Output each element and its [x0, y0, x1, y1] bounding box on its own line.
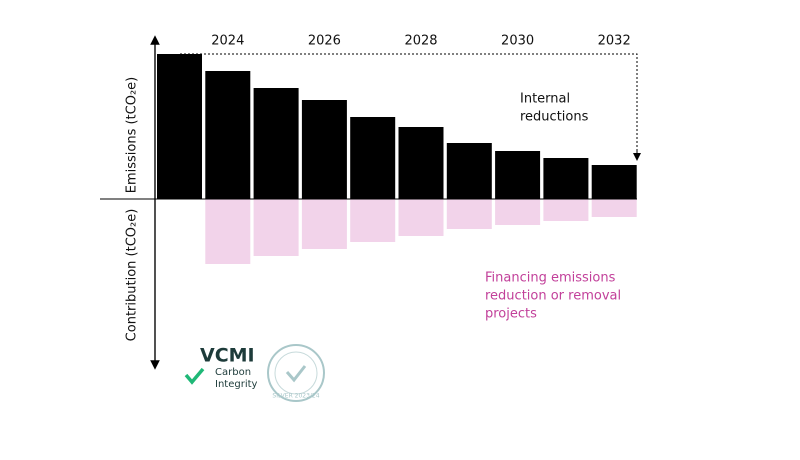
bar: [495, 199, 541, 225]
badge-check: [285, 365, 307, 383]
logo-check: [184, 367, 205, 385]
bar: [301, 100, 347, 199]
x-tick-label: 2032: [598, 34, 631, 49]
bar: [543, 158, 589, 199]
bar: [591, 165, 637, 199]
bar: [253, 199, 299, 256]
logo-name: VCMI: [200, 345, 255, 367]
bar: [446, 143, 492, 199]
annotation: reduction or removal: [485, 289, 621, 304]
x-tick-label: 2030: [501, 34, 534, 49]
badge-ring: [267, 344, 325, 402]
annotation: Financing emissions: [485, 271, 616, 286]
annotation: Internal: [520, 92, 570, 107]
badge-inner: [274, 351, 318, 395]
bar: [398, 199, 444, 236]
bar: [301, 199, 347, 249]
bar: [495, 151, 541, 199]
y-axis-title-bottom: Contribution (tCO₂e): [125, 209, 140, 342]
x-tick-label: 2024: [211, 34, 244, 49]
reduction-guide: [180, 53, 638, 154]
bar: [350, 199, 396, 242]
y-axis-title-top: Emissions (tCO₂e): [125, 77, 140, 194]
annotation: reductions: [520, 110, 589, 125]
badge-text: SILVER 2023/24: [272, 393, 319, 400]
bar: [543, 199, 589, 221]
x-tick-label: 2026: [308, 34, 341, 49]
bar: [205, 199, 251, 264]
bar: [591, 199, 637, 217]
annotation: projects: [485, 307, 537, 322]
bar: [446, 199, 492, 229]
bar: [157, 54, 202, 199]
bar: [350, 117, 396, 199]
logo: VCMI Carbon Integrity SILVER 2023/24: [184, 344, 325, 402]
bar: [253, 88, 299, 199]
x-tick-label: 2028: [404, 34, 437, 49]
logo-line: Carbon: [215, 367, 251, 378]
bar: [205, 71, 251, 199]
bar: [398, 127, 444, 199]
logo-line: Integrity: [215, 379, 258, 390]
